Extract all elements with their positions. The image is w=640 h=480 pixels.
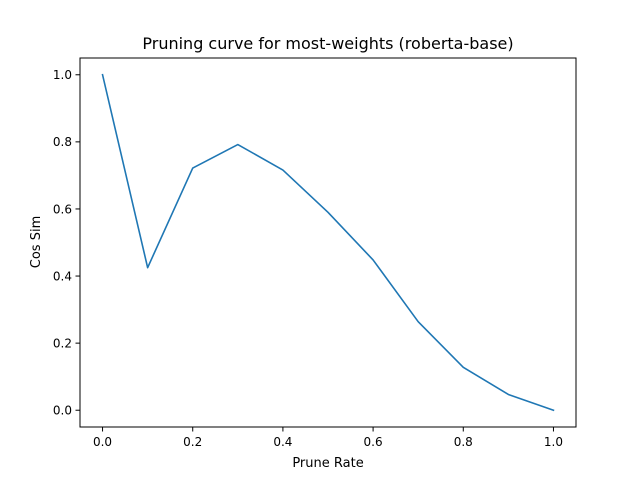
y-tick-label: 0.8 [53,135,72,149]
plot-frame [79,57,577,428]
x-tick-label: 0.8 [454,435,473,449]
x-tick-label: 0.4 [273,435,292,449]
y-tick-label: 1.0 [53,68,72,82]
y-axis-label: Cos Sim [29,216,44,268]
y-tick-label: 0.2 [53,336,72,350]
series-line-0 [101,73,555,412]
x-tick-label: 0.2 [183,435,202,449]
x-tick-label: 0.0 [93,435,112,449]
y-tick-label: 0.6 [53,202,72,216]
x-tick-label: 1.0 [544,435,563,449]
y-tick-label: 0.4 [53,269,72,283]
y-tick-label: 0.0 [53,404,72,418]
chart-title: Pruning curve for most-weights (roberta-… [142,34,513,53]
plot-area: 0.0 0.2 0.4 0.6 0.8 1.0 0.0 0.2 0.4 0.6 0.8 1.0 [53,57,577,449]
x-axis-label: Prune Rate [292,456,363,471]
x-tick-label: 0.6 [364,435,383,449]
